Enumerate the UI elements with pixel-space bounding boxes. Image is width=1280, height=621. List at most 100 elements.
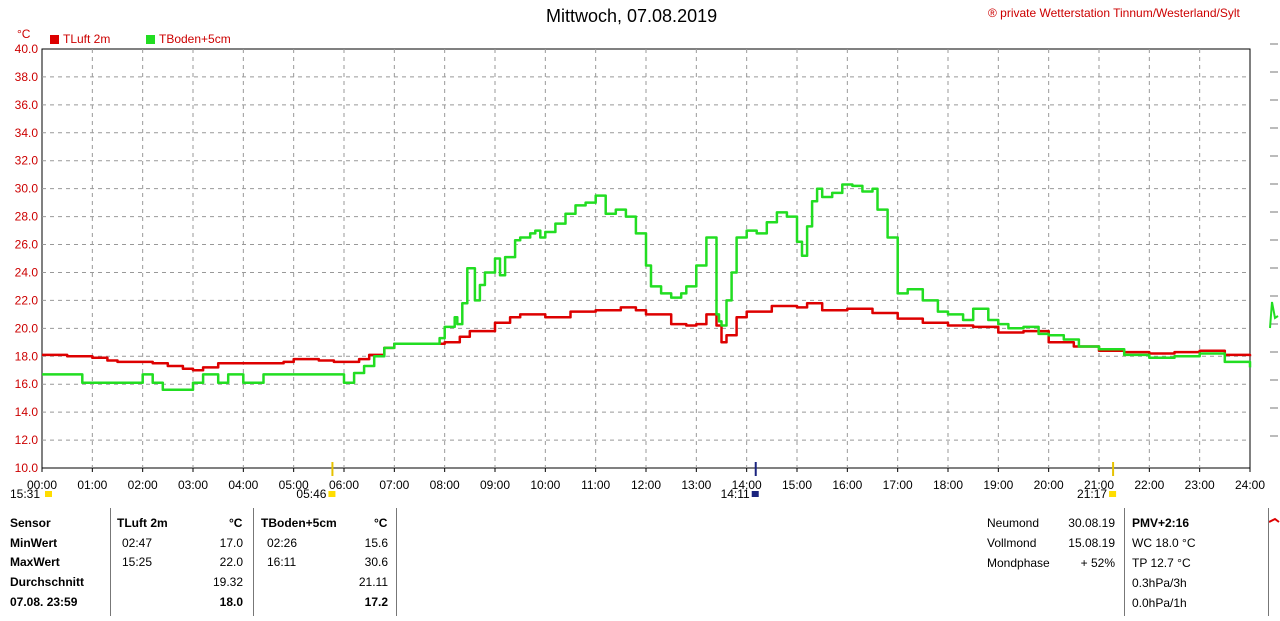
divider: [1268, 508, 1269, 616]
divider: [110, 508, 111, 616]
right-edge-green: [1269, 301, 1279, 329]
x-tick-label: 18:00: [933, 478, 963, 492]
y-tick-label: 28.0: [15, 210, 39, 224]
x-tick-label: 05:00: [279, 478, 309, 492]
x-tick-label: 10:00: [530, 478, 560, 492]
tboden-value: 15.6: [364, 536, 388, 550]
divider: [396, 508, 397, 616]
marker-dot: [1109, 491, 1117, 497]
left-time-label: 15:31: [10, 487, 40, 501]
tboden-unit: °C: [374, 516, 388, 530]
pmv-line: 0.3hPa/3h: [1132, 576, 1187, 590]
x-tick-label: 11:00: [581, 478, 610, 492]
x-tick-label: 22:00: [1134, 478, 1164, 492]
moon-value: 30.08.19: [1068, 516, 1115, 530]
stats-row-label: 07.08. 23:59: [10, 595, 78, 609]
moon-value: 15.08.19: [1068, 536, 1115, 550]
copyright-notice: ® private Wetterstation Tinnum/Westerlan…: [988, 6, 1240, 20]
x-tick-label: 21:00: [1084, 478, 1114, 492]
moon-label: Neumond: [987, 516, 1040, 530]
tluft-value: 22.0: [219, 555, 243, 569]
stats-row-label: Durchschnitt: [10, 575, 85, 589]
x-tick-label: 19:00: [983, 478, 1013, 492]
moon-value: + 52%: [1080, 556, 1115, 570]
y-tick-label: 18.0: [15, 349, 39, 363]
pmv-line: WC 18.0 °C: [1132, 536, 1196, 550]
tboden-time: 02:26: [267, 536, 298, 550]
x-tick-label: 12:00: [631, 478, 661, 492]
y-tick-label: 40.0: [15, 42, 39, 56]
tboden-header: TBoden+5cm: [261, 516, 337, 530]
x-tick-label: 01:00: [77, 478, 107, 492]
y-tick-label: 26.0: [15, 238, 39, 252]
tluft-value: 18.0: [219, 595, 243, 609]
x-tick-label: 17:00: [883, 478, 913, 492]
legend-swatch-red: [50, 34, 59, 44]
moon-label: Vollmond: [987, 536, 1037, 550]
x-tick-label: 04:00: [228, 478, 258, 492]
y-tick-label: 16.0: [15, 377, 39, 391]
divider: [1124, 508, 1125, 616]
tluft-header: TLuft 2m: [117, 516, 168, 530]
x-tick-label: 24:00: [1235, 478, 1265, 492]
x-tick-label: 03:00: [178, 478, 208, 492]
x-tick-label: 23:00: [1185, 478, 1215, 492]
series-line-tluft: [42, 301, 1252, 372]
tluft-value: 17.0: [219, 536, 243, 550]
y-tick-label: 14.0: [15, 405, 39, 419]
divider: [253, 508, 254, 616]
x-tick-label: 07:00: [379, 478, 409, 492]
x-tick-label: 08:00: [430, 478, 460, 492]
tluft-unit: °C: [229, 516, 243, 530]
y-tick-label: 24.0: [15, 265, 39, 279]
tluft-time: 02:47: [122, 536, 153, 550]
tboden-value: 21.11: [358, 575, 388, 589]
marker-dot: [751, 491, 759, 497]
x-tick-label: 16:00: [832, 478, 862, 492]
y-tick-label: 30.0: [15, 182, 39, 196]
pmv-line: TP 12.7 °C: [1132, 556, 1191, 570]
x-tick-label: 15:00: [782, 478, 812, 492]
y-tick-label: 36.0: [15, 98, 39, 112]
right-edge-red: [1268, 517, 1280, 523]
marker-time-label: 21:17: [1077, 487, 1107, 501]
legend-swatch-green: [146, 34, 155, 44]
y-tick-label: 34.0: [15, 126, 39, 140]
marker-time-label: 05:46: [296, 487, 326, 501]
tboden-value: 30.6: [364, 555, 388, 569]
series-line-tboden: [42, 183, 1252, 392]
stats-row-label: MinWert: [10, 536, 58, 550]
y-axis-unit: °C: [17, 27, 31, 41]
marker-dot: [328, 491, 336, 497]
tboden-time: 16:11: [267, 555, 297, 569]
pmv-title: PMV+2:16: [1132, 516, 1190, 530]
x-tick-label: 20:00: [1034, 478, 1064, 492]
tboden-value: 17.2: [364, 595, 388, 609]
x-tick-label: 14:00: [732, 478, 762, 492]
y-tick-label: 12.0: [15, 433, 39, 447]
x-tick-label: 02:00: [128, 478, 158, 492]
y-tick-label: 32.0: [15, 154, 39, 168]
moon-label: Mondphase: [987, 556, 1050, 570]
x-tick-label: 09:00: [480, 478, 510, 492]
y-tick-label: 22.0: [15, 293, 39, 307]
legend-label-tluft: TLuft 2m: [63, 32, 111, 46]
tluft-time: 15:25: [122, 555, 153, 569]
sensor-header: Sensor: [10, 516, 51, 530]
stats-row-label: MaxWert: [10, 555, 60, 569]
legend-item-tluft: TLuft 2m: [50, 32, 110, 46]
marker-dot: [45, 491, 52, 497]
page-title: Mittwoch, 07.08.2019: [546, 6, 718, 26]
x-tick-label: 13:00: [681, 478, 711, 492]
x-tick-label: 00:00: [27, 478, 57, 492]
tluft-value: 19.32: [212, 575, 243, 589]
legend-item-tboden: TBoden+5cm: [146, 32, 231, 46]
legend-label-tboden: TBoden+5cm: [159, 32, 231, 46]
y-tick-label: 10.0: [15, 461, 39, 475]
y-tick-label: 38.0: [15, 70, 39, 84]
pmv-line: 0.0hPa/1h: [1132, 596, 1187, 610]
y-tick-label: 20.0: [15, 321, 39, 335]
x-tick-label: 06:00: [329, 478, 359, 492]
marker-time-label: 14:11: [721, 487, 750, 501]
